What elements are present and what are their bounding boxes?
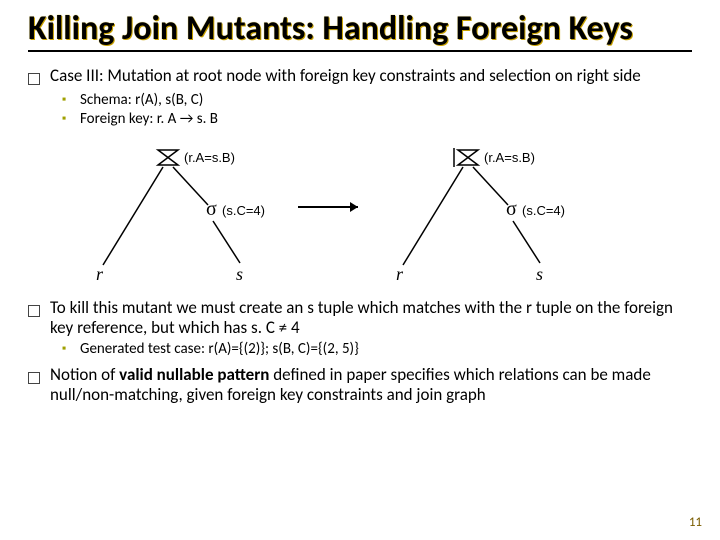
bullet-1b: ▪ Foreign key: r. A → s. B <box>62 110 692 129</box>
left-join-cond: (r.A=s.B) <box>184 150 235 165</box>
sigma-icon: σ <box>206 198 217 220</box>
diagram-svg: (r.A=s.B) σ (s.C=4) r s <box>68 135 608 285</box>
right-sel-cond: (s.C=4) <box>522 203 565 218</box>
square-icon: ▪ <box>62 112 72 129</box>
slide-title: Killing Join Mutants: Handling Foreign K… <box>28 10 692 48</box>
bullet-1a: ▪ Schema: r(A), s(B, C) <box>62 91 692 110</box>
bullet-1b-text: Foreign key: r. A → s. B <box>80 110 218 129</box>
title-area: Killing Join Mutants: Handling Foreign K… <box>28 10 692 52</box>
bullet-2: To kill this mutant we must create an s … <box>28 298 692 338</box>
sigma-icon: σ <box>506 198 517 220</box>
query-diagram: (r.A=s.B) σ (s.C=4) r s <box>68 135 692 290</box>
left-sel-cond: (s.C=4) <box>222 203 265 218</box>
bullet-2a: ▪ Generated test case: r(A)={(2)}; s(B, … <box>62 340 692 359</box>
left-leaf-s: s <box>236 264 243 284</box>
square-icon: ▪ <box>62 93 72 110</box>
right-join-cond: (r.A=s.B) <box>484 150 535 165</box>
body-area: Case III: Mutation at root node with for… <box>28 66 692 405</box>
page-number: 11 <box>689 515 702 530</box>
bullet-3-text: Notion of valid nullable pattern defined… <box>50 365 692 405</box>
left-leaf-r: r <box>96 264 104 284</box>
bullet-2a-text: Generated test case: r(A)={(2)}; s(B, C)… <box>80 340 359 359</box>
right-leaf-s: s <box>536 264 543 284</box>
bullet-3: Notion of valid nullable pattern defined… <box>28 365 692 405</box>
bullet-2-text: To kill this mutant we must create an s … <box>50 298 692 338</box>
bullet-box-icon <box>28 301 42 338</box>
right-leaf-r: r <box>396 264 404 284</box>
bullet-1: Case III: Mutation at root node with for… <box>28 66 692 89</box>
bullet-box-icon <box>28 368 42 405</box>
square-icon: ▪ <box>62 342 72 359</box>
bullet-box-icon <box>28 69 42 89</box>
bullet-1-text: Case III: Mutation at root node with for… <box>50 66 641 89</box>
bullet-1a-text: Schema: r(A), s(B, C) <box>80 91 203 110</box>
